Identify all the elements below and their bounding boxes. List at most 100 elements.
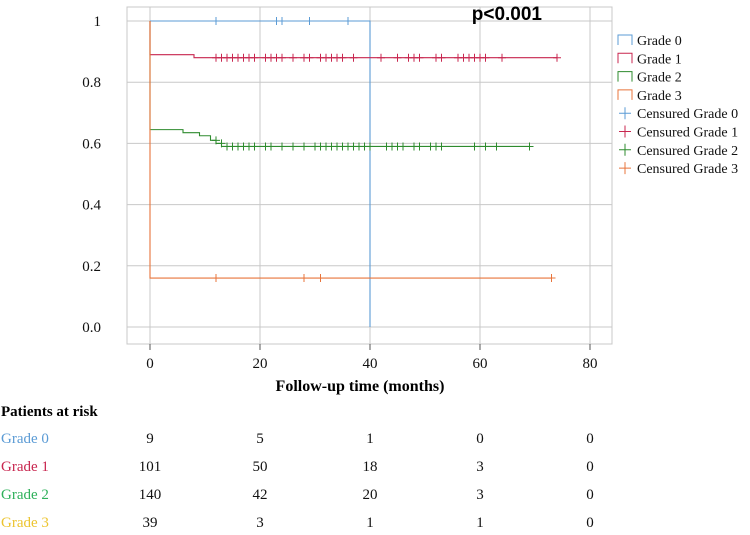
km-curve-grade-2	[149, 21, 530, 148]
x-tick-label: 80	[583, 356, 598, 372]
legend-label-grade-2: Grade 2	[637, 71, 682, 86]
p-value-annotation: p<0.001	[472, 4, 543, 25]
censor-mark-grade-3	[300, 274, 308, 283]
legend-swatch-grade-3	[617, 89, 633, 100]
y-tick-label: 0.0	[82, 320, 101, 336]
censor-mark-grade-3	[212, 274, 220, 283]
legend-label-grade-3: Grade 3	[637, 89, 682, 104]
legend-swatch-censured-grade-3	[619, 162, 631, 175]
risk-count: 50	[253, 459, 268, 475]
risk-count: 3	[476, 459, 484, 475]
censor-mark-grade-1	[415, 53, 424, 62]
risk-count: 18	[363, 459, 378, 475]
legend-swatch-censured-grade-0	[619, 107, 631, 120]
risk-count: 39	[143, 515, 158, 531]
censor-mark-grade-0	[305, 17, 314, 25]
censor-mark-grade-3	[547, 274, 556, 283]
legend-swatch-grade-1	[617, 52, 633, 64]
x-tick-label: 0	[146, 356, 154, 372]
risk-count: 9	[146, 431, 154, 447]
tick-labels: 0 20 40 60 80 1 0.8 0.6 0.4 0.2 0.0	[82, 14, 597, 372]
censor-mark-grade-2	[212, 136, 220, 145]
censor-mark-grade-2	[399, 142, 407, 151]
risk-row-label-grade-3: Grade 3	[1, 515, 49, 531]
censor-mark-grade-1	[349, 53, 358, 62]
censor-mark-grade-3	[316, 274, 325, 283]
y-tick-label: 1	[94, 14, 102, 30]
legend-label-censured-grade-1: Censured Grade 1	[637, 126, 738, 141]
legend-swatch-censured-grade-1	[619, 125, 631, 138]
km-curve-grade-1	[149, 21, 557, 59]
risk-count: 0	[586, 431, 594, 447]
legend-label-grade-1: Grade 1	[637, 52, 682, 67]
axes	[126, 6, 613, 350]
x-axis-title: Follow-up time (months)	[276, 378, 445, 395]
censor-mark-grade-2	[278, 142, 286, 151]
censor-mark-grade-2	[470, 142, 479, 151]
censor-mark-grade-1	[289, 53, 297, 62]
censor-mark-grade-2	[217, 139, 226, 148]
censor-mark-grade-0	[344, 17, 352, 25]
y-tick-label: 0.8	[82, 75, 101, 91]
censor-mark-grade-2	[250, 142, 259, 151]
risk-count: 3	[476, 487, 484, 503]
legend-label-censured-grade-2: Censured Grade 2	[637, 144, 738, 159]
legend-swatch-censured-grade-2	[619, 143, 631, 156]
censor-mark-grade-2	[415, 142, 424, 151]
km-curve-grade-0	[150, 20, 371, 327]
censor-mark-grade-1	[338, 53, 347, 62]
y-tick-label: 0.4	[82, 198, 101, 214]
legend-label-censured-grade-3: Censured Grade 3	[637, 162, 738, 177]
censor-mark-grade-2	[300, 142, 308, 151]
censor-mark-grade-1	[437, 53, 446, 62]
risk-count: 0	[476, 431, 484, 447]
censor-mark-grade-1	[305, 53, 314, 62]
risk-count: 101	[139, 459, 162, 475]
risk-count: 1	[476, 515, 484, 531]
risk-count: 3	[256, 515, 264, 531]
y-tick-label: 0.2	[82, 259, 101, 275]
risk-table-title: Patients at risk	[1, 404, 98, 420]
censor-mark-grade-1	[481, 53, 490, 62]
risk-count: 1	[366, 431, 374, 447]
censor-mark-grade-1	[377, 53, 385, 62]
risk-count: 42	[253, 487, 268, 503]
x-tick-label: 40	[363, 356, 378, 372]
censor-mark-grade-1	[278, 53, 286, 62]
censor-mark-grade-1	[393, 53, 402, 62]
censor-mark-grade-2	[492, 142, 501, 151]
censor-mark-grade-1	[250, 53, 259, 62]
legend: Grade 0 Grade 1 Grade 2 Grade 3 Censured Gra…	[617, 34, 738, 177]
censor-mark-grade-1	[498, 53, 506, 62]
risk-count: 140	[139, 487, 162, 503]
risk-count: 0	[586, 487, 594, 503]
risk-count: 0	[586, 515, 594, 531]
risk-row-label-grade-1: Grade 1	[1, 459, 49, 475]
risk-count: 5	[256, 431, 264, 447]
legend-label-censured-grade-0: Censured Grade 0	[637, 107, 738, 122]
risk-row-label-grade-2: Grade 2	[1, 487, 49, 503]
censor-mark-grade-2	[437, 142, 446, 151]
censor-mark-grade-0	[278, 17, 286, 25]
risk-row-label-grade-0: Grade 0	[1, 431, 49, 447]
censor-marks	[212, 17, 561, 283]
risk-count: 1	[366, 515, 374, 531]
legend-label-grade-0: Grade 0	[637, 34, 682, 49]
censor-mark-grade-2	[481, 142, 490, 151]
censor-mark-grade-2	[366, 142, 374, 151]
y-tick-label: 0.6	[82, 136, 101, 152]
legend-swatch-grade-2	[617, 71, 633, 82]
x-tick-label: 60	[473, 356, 488, 372]
censor-mark-grade-2	[267, 142, 275, 151]
km-curve-grade-3	[149, 21, 552, 279]
x-tick-label: 20	[253, 356, 268, 372]
legend-swatch-grade-0	[617, 34, 633, 45]
risk-count: 0	[586, 459, 594, 475]
survival-curves	[149, 20, 557, 327]
censor-mark-grade-2	[289, 142, 297, 151]
censor-mark-grade-1	[553, 53, 561, 62]
censor-mark-grade-2	[525, 142, 534, 151]
